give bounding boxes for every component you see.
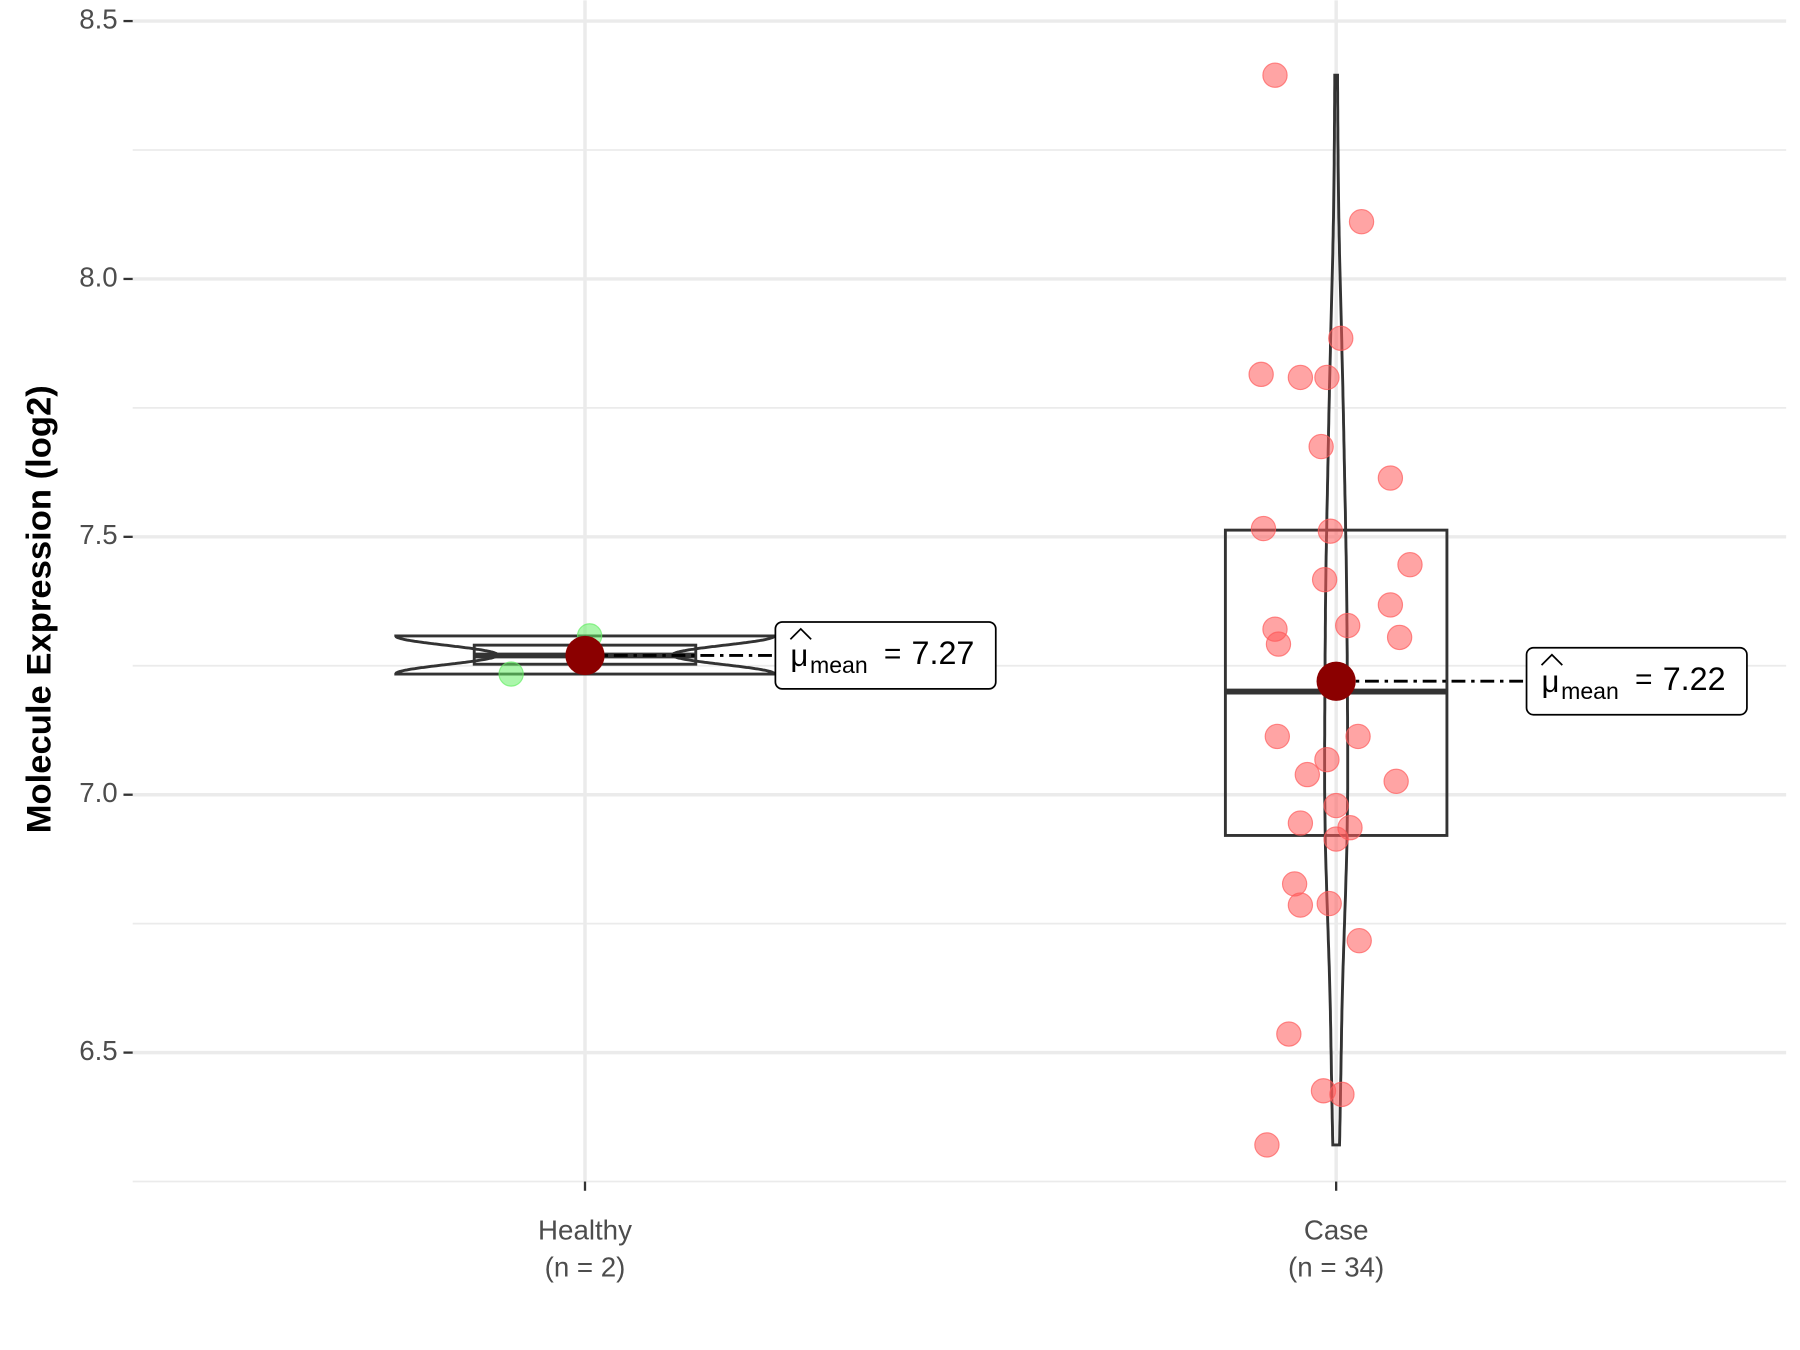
data-point xyxy=(1254,1132,1280,1158)
mean-equals: = xyxy=(884,637,902,670)
x-tick-label: Case xyxy=(1304,1215,1369,1246)
data-point xyxy=(1250,515,1277,542)
mean-value-label: 7.27 xyxy=(912,635,975,671)
data-point xyxy=(1386,624,1413,651)
y-tick-label: 7.0 xyxy=(79,777,118,808)
data-point xyxy=(498,661,524,687)
data-point xyxy=(1335,612,1361,639)
mean-label-box xyxy=(774,621,997,690)
data-point xyxy=(1281,871,1308,897)
mean-symbol: μ xyxy=(1542,664,1560,699)
violin xyxy=(1323,73,1350,1147)
y-axis-title: Molecule Expression (log2) xyxy=(21,385,59,833)
y-tick-label: 8.0 xyxy=(79,261,118,292)
data-point xyxy=(1287,892,1314,918)
data-point xyxy=(1346,927,1372,954)
y-tick-label: 8.5 xyxy=(79,3,118,34)
mean-value-label: 7.22 xyxy=(1663,661,1726,697)
data-point xyxy=(1345,723,1371,750)
data-point xyxy=(1276,1021,1302,1047)
data-point xyxy=(1348,208,1375,235)
data-point xyxy=(1323,826,1349,852)
data-point xyxy=(1311,566,1338,593)
x-count-label: (n = 34) xyxy=(1288,1252,1384,1283)
data-point xyxy=(1265,631,1292,657)
mean-subscript: mean xyxy=(1561,678,1619,704)
y-tick-label: 6.5 xyxy=(79,1035,118,1066)
x-count-label: (n = 2) xyxy=(545,1252,626,1283)
x-tick-label: Healthy xyxy=(538,1215,632,1246)
data-point xyxy=(1308,433,1334,460)
mean-equals: = xyxy=(1635,663,1653,696)
data-point xyxy=(1316,890,1342,917)
data-point xyxy=(1248,361,1274,388)
data-point xyxy=(1287,810,1314,836)
data-point xyxy=(1287,364,1314,391)
data-point xyxy=(1377,465,1404,491)
mean-hat xyxy=(1540,653,1563,666)
mean-symbol: μ xyxy=(790,638,808,673)
data-point xyxy=(1317,518,1344,544)
mean-subscript: mean xyxy=(810,652,868,678)
data-point xyxy=(1264,723,1290,750)
data-point xyxy=(1314,364,1340,391)
data-point xyxy=(1314,746,1340,773)
mean-hat xyxy=(789,627,812,640)
mean-point xyxy=(565,635,605,676)
mean-point xyxy=(1316,661,1356,701)
data-point xyxy=(1397,551,1423,578)
data-point xyxy=(1262,62,1288,88)
data-point xyxy=(1329,1081,1355,1108)
data-point xyxy=(1323,792,1349,819)
data-point xyxy=(1377,592,1404,618)
y-tick-label: 7.5 xyxy=(79,519,118,550)
data-point xyxy=(1328,325,1354,351)
data-point xyxy=(1294,761,1320,788)
data-point xyxy=(1383,768,1409,794)
mean-label-box xyxy=(1525,646,1748,716)
